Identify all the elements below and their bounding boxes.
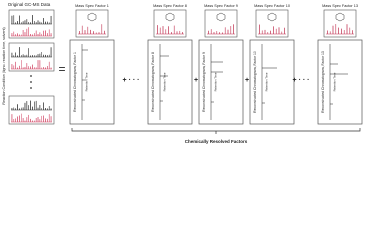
chromatogram (11, 60, 52, 70)
chrom-trace (82, 49, 88, 101)
chrom-label: Reconstructed Chromatogram, Factor 8 (151, 52, 155, 112)
chrom-label: Reconstructed Chromatogram, Factor 1 (73, 52, 77, 112)
retention-label: Retention Time (265, 72, 269, 91)
chrom-trace (211, 61, 223, 103)
chrom-box (198, 39, 244, 125)
bracket (71, 128, 361, 134)
mass-spectrum (156, 25, 184, 35)
retention-label: Retention Time (163, 72, 167, 91)
spec-label: Mass Spec Factor 13 (322, 4, 358, 8)
structure (165, 12, 175, 22)
retention-label: Retention Time (85, 72, 89, 91)
chromatogram (11, 27, 52, 37)
chrom-trace (330, 63, 348, 105)
spec-label: Mass Spec Factor 1 (75, 4, 109, 8)
chromatogram (11, 113, 52, 123)
data-panels (8, 9, 55, 125)
structure (87, 12, 97, 22)
operator: + (194, 77, 198, 84)
mass-spectrum (258, 24, 286, 35)
spec-box (255, 9, 289, 38)
retention-label: Retention Time (214, 72, 218, 91)
chrom-label: Reconstructed Chromatogram, Factor 13 (321, 51, 325, 113)
spec-box (75, 9, 109, 38)
retention-label: Retention Time (333, 72, 337, 91)
footer-label: Chemically Resolved Factors (185, 139, 248, 144)
spec-box (204, 9, 238, 38)
structure (335, 12, 345, 22)
chromatogram (11, 47, 52, 58)
spec-label: Mass Spec Factor 9 (204, 4, 238, 8)
operator: + (245, 77, 249, 84)
chrom-trace (160, 55, 169, 102)
structure (267, 12, 277, 22)
spec-label: Mass Spec Factor 8 (153, 4, 187, 8)
chrom-box (317, 39, 363, 125)
chrom-trace (262, 67, 277, 104)
chrom-box (69, 39, 115, 125)
spec-box (153, 9, 187, 38)
chrom-box (147, 39, 193, 125)
ellipsis-dot (30, 87, 32, 89)
figure: Original GC-MS Data Reaction Condition (… (2, 2, 363, 144)
ellipsis-dot (30, 75, 32, 77)
factors: Mass Spec Factor 1 Reconstructed Chromato… (69, 4, 363, 125)
axis-label: Reaction Condition (ligno. reaction time… (2, 27, 6, 104)
mass-spectrum (326, 24, 354, 35)
structure (216, 12, 226, 22)
spec-label: Mass Spec Factor 10 (254, 4, 290, 8)
equals-sign: = (58, 62, 65, 76)
chromatogram (11, 15, 52, 25)
chrom-box (249, 39, 295, 125)
operator: + · · · (123, 77, 140, 84)
chromatogram (11, 100, 52, 111)
ellipsis-dot (30, 81, 32, 83)
chrom-label: Reconstructed Chromatogram, Factor 9 (202, 52, 206, 112)
mass-spectrum (207, 24, 235, 35)
spec-box (323, 9, 357, 38)
panel-title: Original GC-MS Data (8, 2, 51, 7)
operator: + · · · (293, 77, 310, 84)
chrom-label: Reconstructed Chromatogram, Factor 10 (253, 51, 257, 113)
mass-spectrum (78, 24, 106, 35)
